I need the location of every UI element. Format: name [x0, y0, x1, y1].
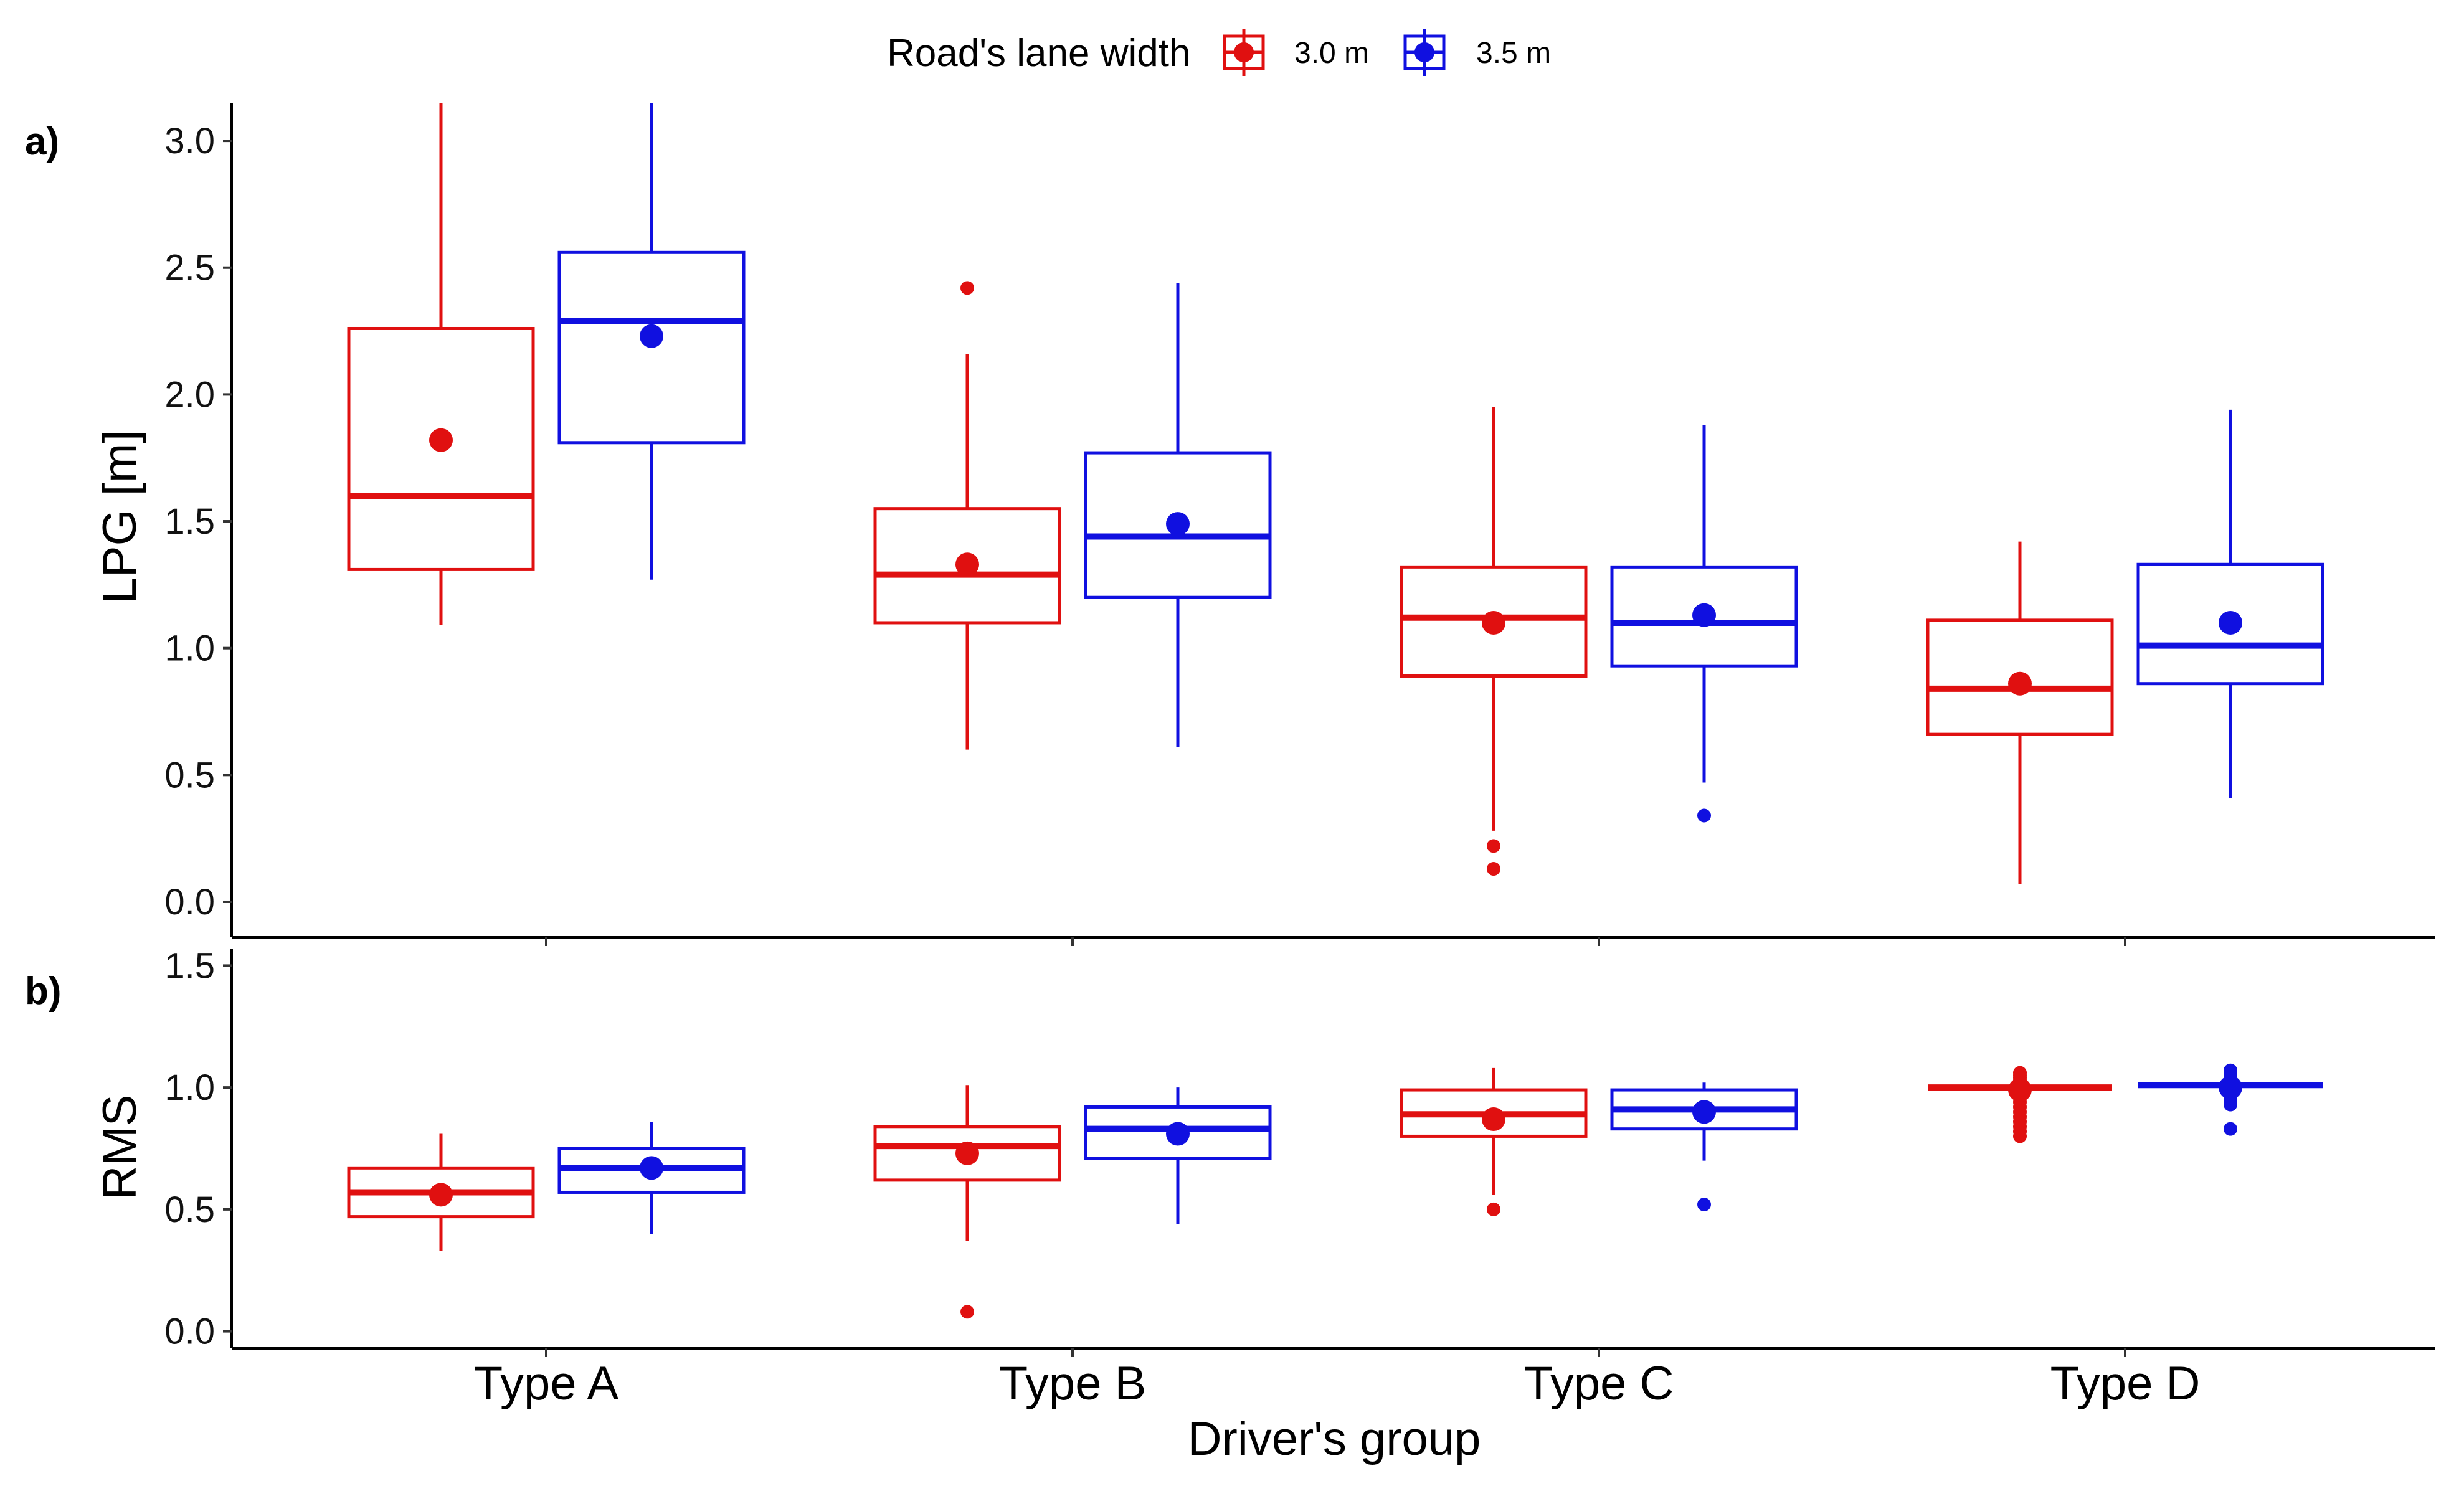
- mean-point: [955, 552, 979, 577]
- y-tick-label: 0.5: [164, 755, 215, 795]
- legend-label-3-5: 3.5 m: [1476, 37, 1551, 70]
- x-tick-label-type-b: Type B: [999, 1357, 1147, 1410]
- mean-point: [429, 428, 453, 452]
- box-type-d-3-5-m: [2138, 1063, 2323, 1136]
- legend-key-point: [1414, 42, 1434, 62]
- x-tick-label-type-a: Type A: [474, 1357, 619, 1410]
- box-type-a-3-0-m: [347, 103, 535, 626]
- x-tick-label-type-d: Type D: [2050, 1357, 2201, 1410]
- mean-point: [2219, 1076, 2242, 1100]
- mean-point: [1692, 603, 1716, 627]
- mean-point: [1482, 1107, 1505, 1132]
- legend-label-3-0: 3.0 m: [1294, 37, 1369, 70]
- outlier-point: [2224, 1122, 2237, 1136]
- box-type-c-3-5-m: [1610, 1082, 1798, 1212]
- box-type-c-3-0-m: [1400, 407, 1588, 876]
- box-type-d-3-0-m: [1926, 541, 2114, 884]
- y-tick-label: 0.0: [164, 882, 215, 922]
- mean-point: [1166, 512, 1190, 536]
- mean-point: [640, 324, 663, 348]
- legend-key-3-0: [1223, 29, 1265, 76]
- y-tick-label: 1.5: [164, 501, 215, 542]
- mean-point: [429, 1183, 453, 1207]
- box-type-d-3-5-m: [2136, 409, 2324, 798]
- y-tick-label: 0.0: [164, 1312, 215, 1352]
- outlier-point: [2013, 1129, 2027, 1143]
- outlier-point: [1487, 1202, 1500, 1216]
- outlier-point: [1697, 808, 1711, 823]
- box-type-b-3-0-m: [873, 1085, 1061, 1319]
- mean-point: [2219, 610, 2242, 635]
- y-tick-label: 2.0: [164, 374, 215, 415]
- mean-point: [955, 1141, 979, 1165]
- panel-b-rms: 0.0 0.5 1.0 1.5: [164, 945, 2435, 1357]
- outlier-point: [960, 281, 974, 295]
- y-tick-label: 2.5: [164, 248, 215, 288]
- box-type-a-3-5-m: [557, 103, 746, 580]
- box-type-b-3-5-m: [1084, 1087, 1272, 1224]
- iqr-box: [347, 326, 535, 571]
- y-axis-title-lpg: LPG [m]: [93, 430, 146, 604]
- y-tick-label: 1.5: [164, 945, 215, 986]
- legend-key-3-5: [1403, 29, 1446, 76]
- box-type-c-3-0-m: [1400, 1067, 1588, 1216]
- box-type-a-3-0-m: [347, 1133, 535, 1251]
- mean-point: [2008, 671, 2032, 696]
- outlier-point: [1487, 839, 1500, 853]
- y-tick-label: 1.0: [164, 628, 215, 669]
- outlier-point: [2224, 1097, 2237, 1112]
- y-axis-title-rms: RMS: [93, 1095, 146, 1200]
- y-tick-label: 1.0: [164, 1067, 215, 1108]
- panel-a-lpg: 0.0 0.5 1.0 1.5 2.0 2.5 3.0: [164, 103, 2435, 946]
- legend: Road's lane width 3.0 m 3.5 m: [887, 29, 1551, 76]
- outlier-point: [960, 1305, 974, 1319]
- box-type-b-3-0-m: [873, 281, 1061, 750]
- legend-title: Road's lane width: [887, 32, 1190, 75]
- x-tick-label-type-c: Type C: [1524, 1357, 1674, 1410]
- box-type-a-3-5-m: [557, 1121, 746, 1234]
- panel-label-a: a): [25, 120, 59, 163]
- panel-label-b: b): [25, 970, 62, 1013]
- mean-point: [2008, 1078, 2032, 1102]
- mean-point: [1166, 1122, 1190, 1146]
- y-tick-label: 0.5: [164, 1190, 215, 1230]
- y-tick-label: 3.0: [164, 121, 215, 161]
- mean-point: [640, 1156, 663, 1180]
- legend-key-point: [1234, 42, 1254, 62]
- box-type-c-3-5-m: [1610, 425, 1798, 823]
- box-type-d-3-0-m: [1928, 1066, 2112, 1143]
- box-type-b-3-5-m: [1084, 283, 1272, 747]
- mean-point: [1692, 1100, 1716, 1124]
- outlier-point: [1487, 862, 1500, 876]
- x-axis-title: Driver's group: [1188, 1413, 1481, 1465]
- outlier-point: [1697, 1198, 1711, 1212]
- mean-point: [1482, 610, 1505, 635]
